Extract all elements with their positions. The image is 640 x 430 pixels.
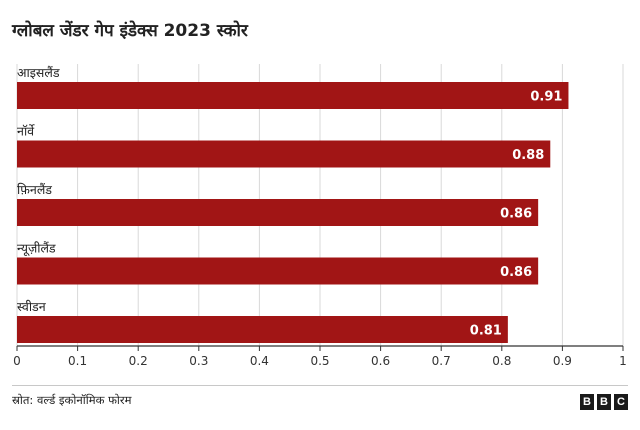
chart-title: ग्लोबल जेंडर गेप इंडेक्स 2023 स्कोर: [12, 21, 248, 41]
x-tick-label: 0.1: [68, 354, 87, 368]
category-label: स्वीडन: [17, 299, 47, 314]
source-note: स्रोत: वर्ल्ड इकोनॉमिक फोरम: [12, 393, 132, 407]
category-label: नॉर्वे: [17, 124, 35, 139]
x-tick-label: 0.3: [189, 354, 208, 368]
value-label: 0.91: [530, 90, 562, 105]
bar: [17, 316, 508, 343]
logo-letter-2: B: [597, 394, 611, 410]
value-label: 0.86: [500, 265, 532, 280]
bbc-logo: B B C: [580, 394, 628, 410]
category-label: न्यूज़ीलैंड: [17, 241, 56, 257]
footer-divider: [12, 385, 628, 386]
x-tick-label: 1: [619, 354, 627, 368]
bar-chart: 0 0.1 0.2 0.3 0.4 0.5 0.6 0.7 0.8 0.9 1आइसलैंड0.91…: [13, 64, 627, 368]
x-tick-label: 0.9: [553, 354, 572, 368]
bar: [17, 257, 539, 285]
x-tick-label: 0.7: [432, 354, 451, 368]
logo-letter-1: B: [580, 394, 594, 410]
value-label: 0.81: [470, 324, 502, 339]
logo-letter-3: C: [614, 394, 628, 410]
x-tick-label: 0: [13, 354, 21, 368]
category-label: आइसलैंड: [17, 65, 60, 80]
bar: [17, 140, 551, 168]
value-label: 0.88: [512, 148, 544, 163]
x-tick-label: 0.4: [250, 354, 269, 368]
x-tick-label: 0.6: [371, 354, 390, 368]
value-label: 0.86: [500, 207, 532, 222]
x-tick-label: 0.8: [492, 354, 511, 368]
x-tick-label: 0.2: [129, 354, 148, 368]
bar: [17, 82, 569, 109]
bar: [17, 199, 539, 226]
x-tick-label: 0.5: [310, 354, 329, 368]
category-label: फ़िनलैंड: [17, 182, 52, 197]
